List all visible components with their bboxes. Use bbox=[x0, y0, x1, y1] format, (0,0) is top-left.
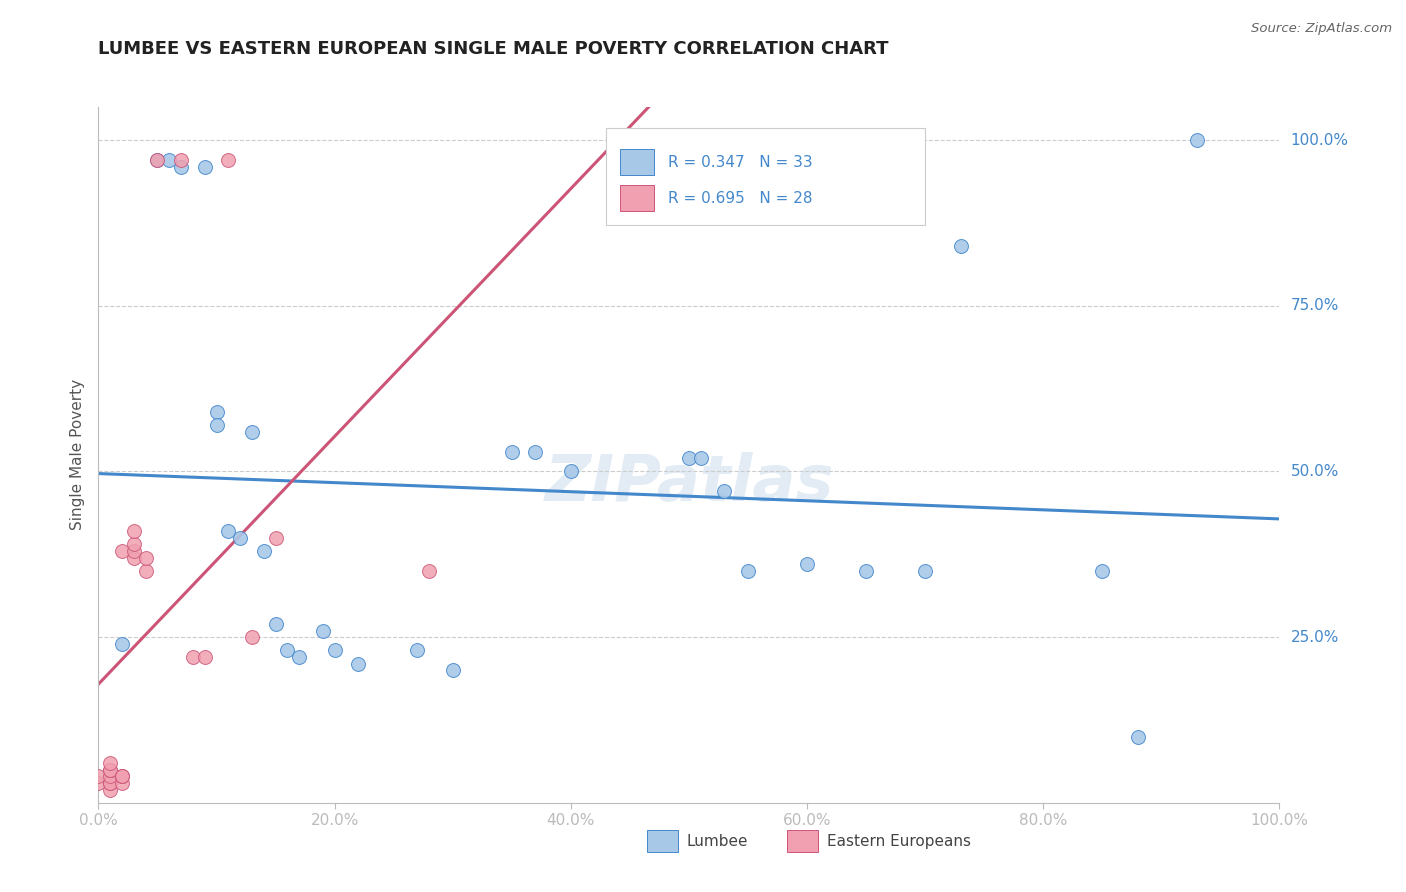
Point bbox=[914, 564, 936, 578]
Point bbox=[217, 524, 239, 538]
Bar bbox=[620, 149, 654, 175]
Point bbox=[111, 769, 134, 783]
Point bbox=[501, 444, 523, 458]
Point bbox=[170, 160, 193, 174]
Point bbox=[347, 657, 370, 671]
Point bbox=[323, 643, 346, 657]
Point bbox=[737, 564, 759, 578]
Text: ZIPatlas: ZIPatlas bbox=[544, 451, 834, 514]
Point bbox=[678, 451, 700, 466]
Text: Eastern Europeans: Eastern Europeans bbox=[827, 834, 970, 848]
Point bbox=[253, 544, 276, 558]
Point bbox=[240, 425, 263, 439]
Point bbox=[98, 763, 121, 777]
Text: Source: ZipAtlas.com: Source: ZipAtlas.com bbox=[1251, 22, 1392, 36]
Text: 25.0%: 25.0% bbox=[1291, 630, 1339, 645]
Point bbox=[98, 769, 121, 783]
Point bbox=[194, 160, 217, 174]
Text: R = 0.695   N = 28: R = 0.695 N = 28 bbox=[668, 191, 813, 205]
Point bbox=[98, 782, 121, 797]
Point bbox=[111, 544, 134, 558]
Text: R = 0.347   N = 33: R = 0.347 N = 33 bbox=[668, 154, 813, 169]
Point bbox=[135, 564, 157, 578]
Point bbox=[1126, 730, 1149, 744]
Point bbox=[229, 531, 252, 545]
Point bbox=[111, 769, 134, 783]
Point bbox=[98, 776, 121, 790]
Point bbox=[524, 444, 547, 458]
Bar bbox=[620, 185, 654, 211]
Point bbox=[796, 558, 818, 572]
Point bbox=[157, 153, 180, 167]
Y-axis label: Single Male Poverty: Single Male Poverty bbox=[70, 379, 86, 531]
Point bbox=[205, 405, 228, 419]
Point bbox=[264, 616, 287, 631]
Point bbox=[406, 643, 429, 657]
Point bbox=[264, 531, 287, 545]
Point bbox=[87, 769, 110, 783]
Point bbox=[111, 637, 134, 651]
Point bbox=[98, 763, 121, 777]
Point bbox=[146, 153, 169, 167]
Point bbox=[122, 524, 145, 538]
Point bbox=[240, 630, 263, 644]
Point bbox=[1185, 133, 1208, 147]
Point bbox=[135, 550, 157, 565]
Point bbox=[205, 418, 228, 433]
Point bbox=[689, 451, 711, 466]
Point bbox=[312, 624, 335, 638]
Point bbox=[170, 153, 193, 167]
Point bbox=[713, 484, 735, 499]
Point bbox=[949, 239, 972, 253]
Point bbox=[288, 650, 311, 665]
Point bbox=[560, 465, 582, 479]
Point bbox=[87, 776, 110, 790]
Point bbox=[98, 756, 121, 770]
Point bbox=[855, 564, 877, 578]
Text: 100.0%: 100.0% bbox=[1291, 133, 1348, 148]
Point bbox=[122, 544, 145, 558]
Point bbox=[217, 153, 239, 167]
Point bbox=[146, 153, 169, 167]
Point bbox=[111, 776, 134, 790]
Point bbox=[1091, 564, 1114, 578]
Point bbox=[122, 550, 145, 565]
Text: LUMBEE VS EASTERN EUROPEAN SINGLE MALE POVERTY CORRELATION CHART: LUMBEE VS EASTERN EUROPEAN SINGLE MALE P… bbox=[98, 40, 889, 58]
Text: Lumbee: Lumbee bbox=[686, 834, 748, 848]
Text: 75.0%: 75.0% bbox=[1291, 298, 1339, 313]
Point bbox=[122, 537, 145, 551]
Point bbox=[418, 564, 440, 578]
Point bbox=[111, 769, 134, 783]
Point bbox=[276, 643, 298, 657]
Point bbox=[194, 650, 217, 665]
Bar bbox=[606, 128, 925, 226]
Text: 50.0%: 50.0% bbox=[1291, 464, 1339, 479]
Point bbox=[98, 776, 121, 790]
Point bbox=[441, 663, 464, 677]
Point bbox=[181, 650, 204, 665]
